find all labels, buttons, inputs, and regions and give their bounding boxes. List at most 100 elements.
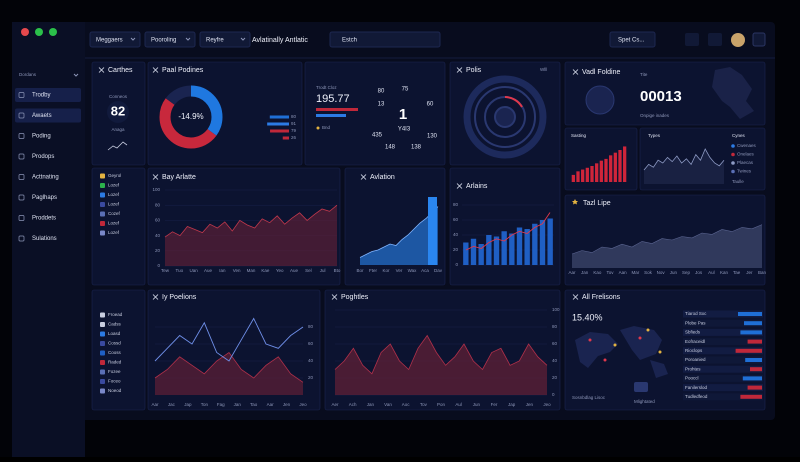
x-tick-label: Jen <box>283 402 291 407</box>
legend-swatch <box>100 369 105 375</box>
y-tick-label: 40 <box>155 233 161 238</box>
close-icon <box>456 67 463 73</box>
search-box[interactable] <box>329 31 441 48</box>
account-text: Spet Cs... <box>618 38 645 44</box>
minimize-button[interactable] <box>35 28 43 36</box>
camera-button[interactable] <box>708 33 722 46</box>
x-tick-label: Tuo <box>176 268 184 273</box>
x-tick-label: Ban <box>758 270 767 275</box>
bar <box>493 236 500 265</box>
mini-bar <box>269 115 289 119</box>
legend-label: Cooss <box>108 350 122 355</box>
area <box>644 149 724 184</box>
x-tick-label: Aue <box>290 268 299 273</box>
close-icon <box>360 174 367 180</box>
y-tick-label: 20 <box>155 248 161 253</box>
back-button[interactable] <box>685 33 699 46</box>
panel-title: Polis <box>466 67 482 74</box>
y-tick-label: 20 <box>308 375 314 380</box>
x-tick-label: Nov <box>657 270 666 275</box>
x-tick-label: Sel <box>305 268 312 273</box>
donut-center: -14.9% <box>178 112 203 121</box>
tab-label: Pooroling <box>151 38 176 44</box>
tab[interactable] <box>89 31 141 48</box>
panel-title: Tazl Lipe <box>583 200 611 207</box>
row-bg <box>683 310 763 318</box>
map-dot <box>613 343 617 347</box>
x-tick-label: Jeo <box>299 402 307 407</box>
x-tick-label: Jos <box>695 270 703 275</box>
close-button[interactable] <box>21 28 29 36</box>
bar <box>581 169 585 182</box>
nav-label: Paglhaps <box>32 195 57 201</box>
x-tick-label: Jun <box>670 270 678 275</box>
legend-label: Raded <box>108 360 122 365</box>
legend-swatch <box>100 192 105 198</box>
bar <box>613 152 617 182</box>
stats-number: 148 <box>385 145 396 151</box>
nav-item[interactable] <box>15 108 81 123</box>
legend-foot: Taulle <box>732 179 744 184</box>
stats-bar <box>316 108 358 111</box>
zoom-button[interactable] <box>49 28 57 36</box>
x-tick-label: Uan <box>190 268 199 273</box>
tab[interactable] <box>199 31 251 48</box>
legend-label: Cossd <box>108 341 121 346</box>
y-tick-label: 80 <box>552 324 558 329</box>
row-bg <box>683 347 763 355</box>
legend-swatch <box>100 202 105 207</box>
row-bg <box>683 328 763 336</box>
x-tick-label: Ian <box>219 268 226 273</box>
avatar[interactable] <box>731 33 745 47</box>
stat-caption: Anaga <box>111 127 125 132</box>
legend-swatch <box>100 379 105 384</box>
legend-label: Loasd <box>108 331 121 336</box>
legend-label: Froead <box>108 312 123 317</box>
line <box>164 204 338 238</box>
x-tick-label: Fag <box>217 402 225 407</box>
panel <box>147 61 303 166</box>
mini-bar-label: 79 <box>291 128 297 133</box>
stat-ring <box>107 101 129 123</box>
x-tick-label: Jac <box>168 402 176 407</box>
x-tick-label: Aoc <box>402 402 411 407</box>
nav-item[interactable] <box>15 88 81 102</box>
map-dot <box>603 358 607 362</box>
row-label: Fanilerslod <box>685 385 708 390</box>
stats-title: Trodt Cloz <box>316 85 337 90</box>
tab-label: Reyfre <box>206 38 224 44</box>
panel <box>304 61 446 166</box>
tab[interactable] <box>144 31 196 48</box>
y-tick-label: 20 <box>552 375 558 380</box>
world-map <box>575 326 668 378</box>
donut-segment <box>159 85 223 149</box>
x-tick-label: Aca <box>421 268 429 273</box>
legend-label: Lozef <box>108 230 120 235</box>
line <box>359 206 439 258</box>
stat-value: 82 <box>111 103 125 118</box>
mini-bar-label: 26 <box>291 135 297 140</box>
row-label: Plobe Pas <box>685 320 706 325</box>
bar <box>599 160 603 182</box>
bar <box>516 227 523 265</box>
kpi-value: 15.40% <box>572 312 603 322</box>
x-tick-label: Tov <box>606 270 614 275</box>
stats-dot <box>316 126 320 130</box>
legend-label: Onelaes <box>737 152 755 157</box>
x-tick-label: Jen <box>526 402 534 407</box>
x-tick-label: Tae <box>733 270 741 275</box>
nav-icon <box>18 92 25 98</box>
line <box>643 148 725 171</box>
x-tick-label: Dav <box>434 268 443 273</box>
y-tick-label: 60 <box>155 218 161 223</box>
account-button[interactable] <box>609 31 656 48</box>
row-bar <box>744 321 762 326</box>
x-tick-label: Wax <box>408 268 418 273</box>
nav-label: Proddets <box>32 216 56 222</box>
map-dot <box>646 328 650 332</box>
legend-swatch <box>100 331 105 337</box>
y-tick-label: 40 <box>453 232 459 237</box>
row-label: Rioclops <box>685 348 703 353</box>
menu-button[interactable] <box>752 32 766 47</box>
area <box>155 352 303 395</box>
